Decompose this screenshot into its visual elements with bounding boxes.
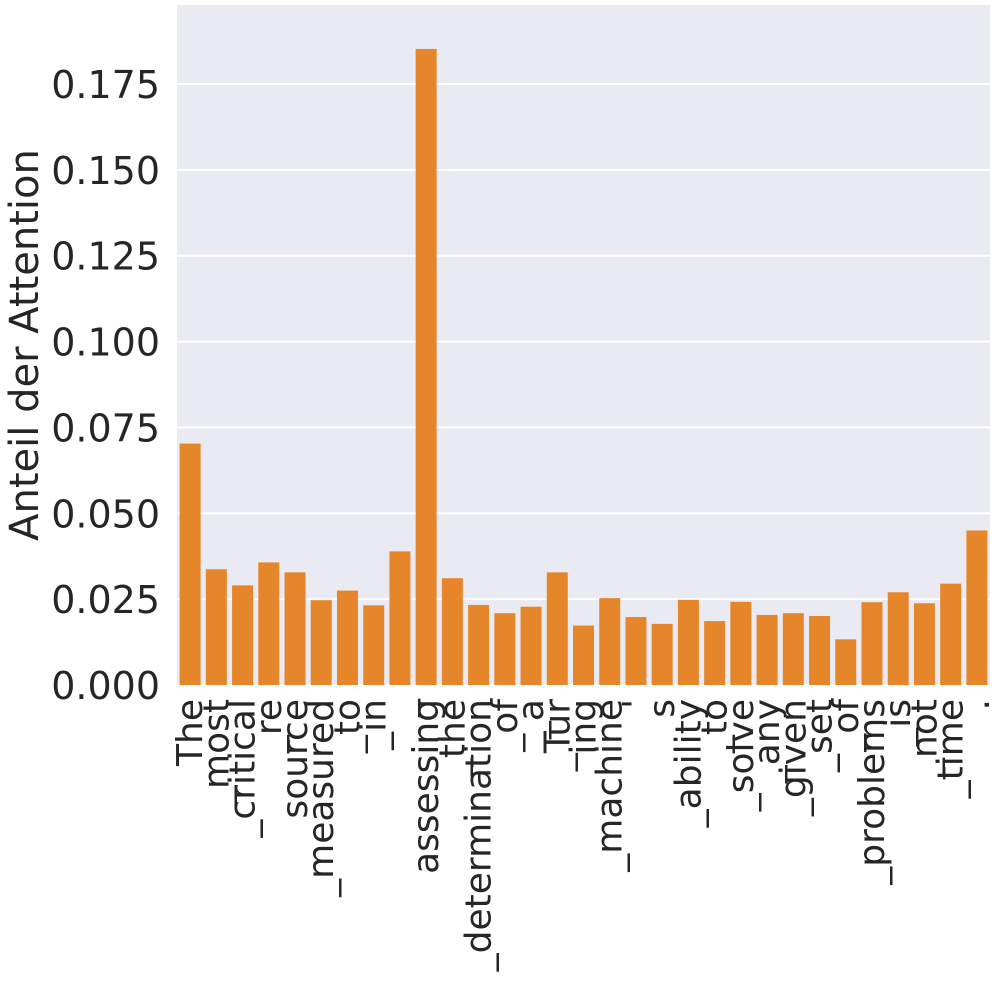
x-tick-label: _critical — [223, 699, 264, 839]
bar — [284, 572, 306, 685]
bar — [677, 599, 699, 685]
bar — [835, 639, 857, 685]
bar — [940, 583, 962, 685]
y-tick-label: 0.100 — [51, 321, 160, 365]
bar — [205, 569, 227, 685]
x-tick-label: _determination — [459, 699, 500, 972]
x-tick-label: _set — [800, 699, 841, 773]
bar — [625, 617, 647, 685]
plot-background — [177, 5, 990, 685]
bar — [258, 562, 280, 685]
x-tick-label: . — [957, 699, 998, 710]
bar-group — [179, 48, 988, 685]
x-axis-ticks: The_most_critical_resource_measured_to_i… — [170, 698, 998, 973]
bar — [494, 613, 516, 685]
x-tick-label: _measured — [301, 699, 342, 898]
x-tick-label: _ability — [668, 699, 709, 828]
bar — [861, 602, 883, 685]
bar — [887, 592, 909, 685]
x-tick-label: _in — [354, 699, 395, 751]
x-tick-label: _time — [931, 699, 972, 799]
x-tick-label: _the — [432, 699, 473, 777]
y-tick-label: 0.150 — [51, 149, 160, 193]
bar — [966, 530, 988, 685]
x-tick-label: _solve — [721, 699, 762, 812]
bar — [232, 585, 254, 685]
bar — [363, 605, 385, 685]
bar — [468, 604, 490, 685]
x-tick-label: _re — [249, 699, 290, 754]
x-tick-label: _of — [826, 698, 867, 753]
y-axis-label: Anteil der Attention — [2, 149, 48, 541]
bar — [782, 613, 804, 685]
x-tick-label: _ — [380, 698, 421, 718]
y-tick-label: 0.000 — [51, 664, 160, 708]
y-tick-label: 0.175 — [51, 63, 160, 107]
bar — [415, 48, 437, 685]
bar — [756, 614, 778, 685]
bar — [730, 601, 752, 685]
x-tick-label: _most — [196, 699, 237, 808]
bar — [913, 603, 935, 685]
x-tick-label: _to — [327, 699, 368, 754]
bar — [573, 625, 594, 685]
x-tick-label: _is — [878, 699, 919, 747]
x-tick-label: _any — [747, 699, 788, 784]
x-tick-label: _of — [485, 698, 526, 753]
bar — [310, 600, 332, 685]
x-tick-label: _a — [511, 699, 552, 740]
bar — [389, 551, 411, 685]
x-tick-label: _not — [904, 699, 945, 777]
x-tick-label: source — [275, 699, 316, 819]
bar — [546, 572, 568, 685]
x-tick-label: The — [170, 699, 211, 767]
x-tick-label: ing — [564, 699, 605, 755]
bar — [179, 443, 201, 685]
y-tick-label: 0.125 — [51, 235, 160, 279]
x-tick-label: assessing — [406, 699, 447, 874]
y-tick-label: 0.050 — [51, 492, 160, 536]
y-tick-label: 0.075 — [51, 406, 160, 450]
bar — [520, 606, 542, 685]
x-tick-label: _given — [773, 699, 814, 817]
bar — [704, 621, 726, 685]
bar — [599, 598, 621, 685]
x-tick-label: _Tur — [537, 699, 578, 772]
y-axis-ticks: 0.000 0.025 0.050 0.075 0.100 0.125 0.150 0.175 — [51, 63, 160, 708]
bar — [441, 578, 463, 685]
x-tick-label: ' — [616, 699, 657, 709]
bar — [809, 615, 831, 685]
x-tick-label: _machine — [590, 699, 631, 873]
bar — [336, 590, 358, 685]
x-tick-label: s — [642, 699, 683, 718]
y-tick-label: 0.025 — [51, 578, 160, 622]
x-tick-label: _to — [695, 699, 736, 754]
bar — [651, 623, 673, 685]
x-tick-label: _problems — [852, 699, 893, 886]
